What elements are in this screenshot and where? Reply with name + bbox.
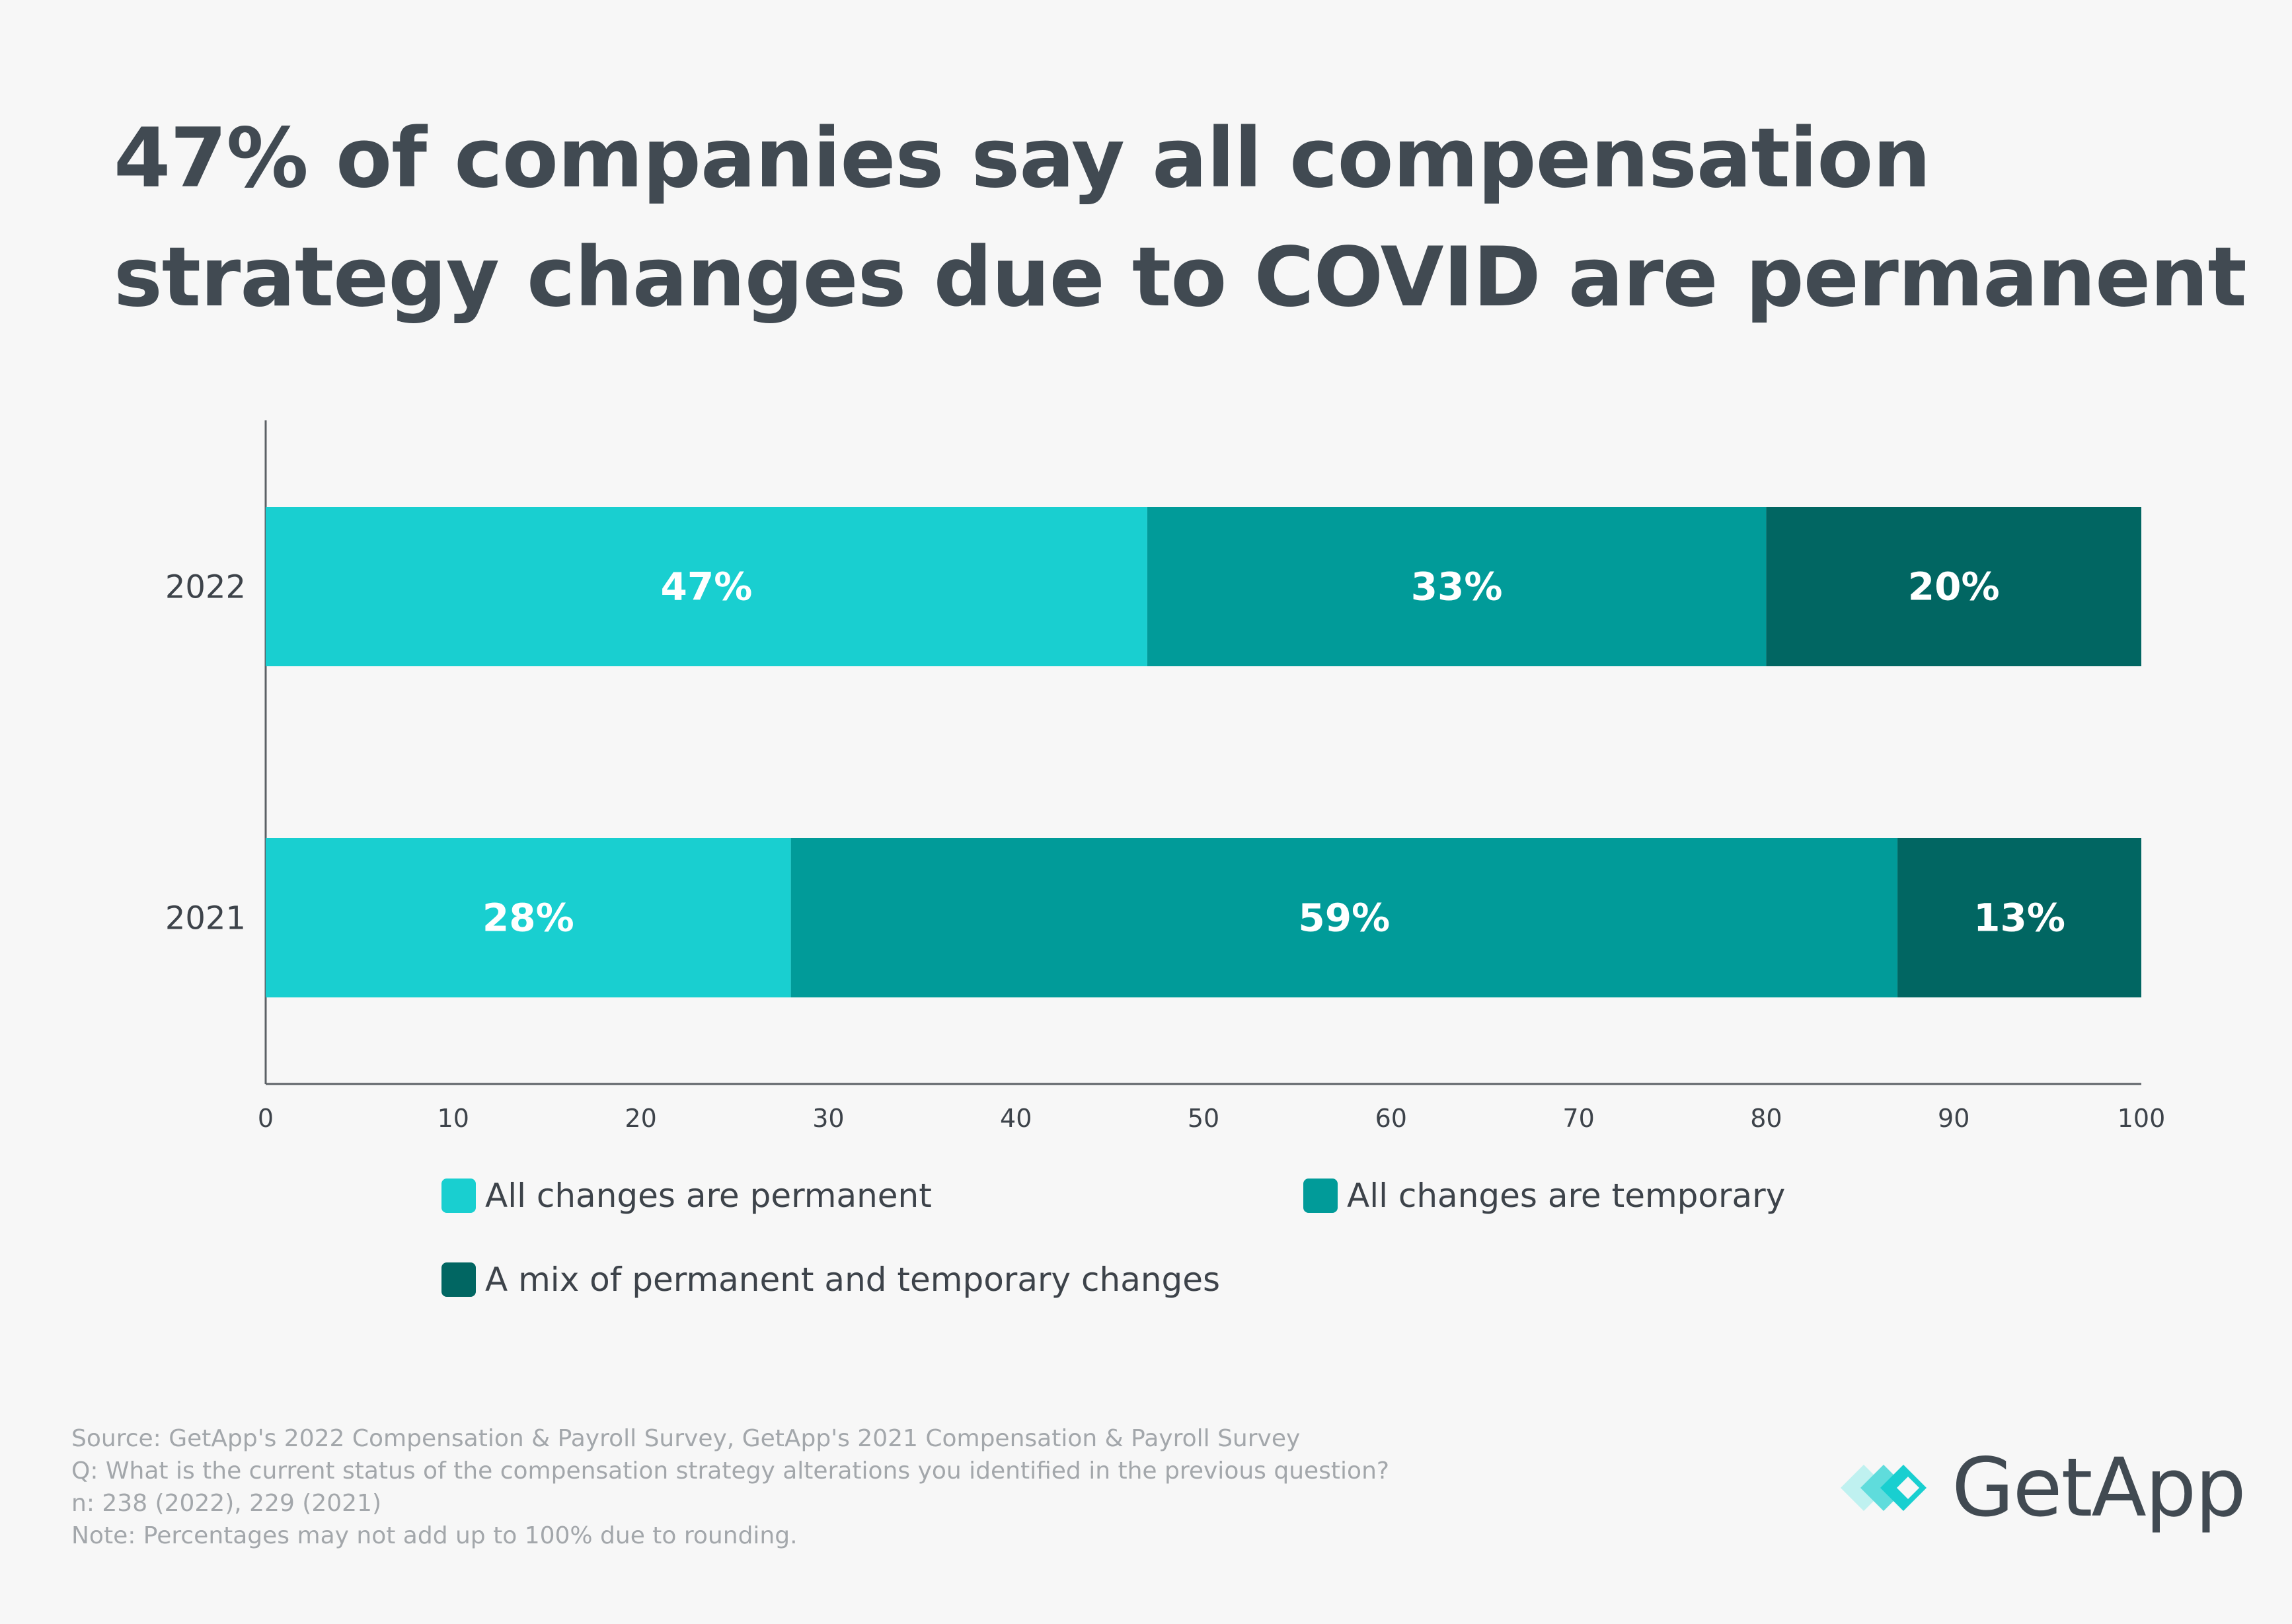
chart-title: 47% of companies say all compensation st…: [114, 99, 2247, 337]
legend-label-mix: A mix of permanent and temporary changes: [485, 1260, 1221, 1299]
title-line-1: 47% of companies say all compensation: [114, 111, 1931, 206]
footnote-question: Q: What is the current status of the com…: [71, 1457, 1389, 1485]
x-tick-label: 30: [812, 1104, 844, 1133]
bar-segment: [1897, 838, 2141, 997]
bar-data-label: 13%: [1973, 896, 2065, 941]
footnote-source: Source: GetApp's 2022 Compensation & Pay…: [71, 1425, 1301, 1452]
getapp-logo: GetApp: [1834, 1441, 2246, 1535]
stacked-bar-chart: 0 10 20 30 40 50 60 70 80 90 100 2022 47% 33% 20% 2021 2…: [165, 420, 2166, 1133]
bar-data-label: 20%: [1908, 564, 2000, 609]
legend-label-temporary: All changes are temporary: [1347, 1177, 1786, 1215]
bar-segment: [790, 838, 1898, 997]
bar-segment: [266, 507, 1147, 666]
y-category-label: 2022: [165, 569, 246, 606]
x-tick-label: 60: [1375, 1104, 1407, 1133]
legend-label-permanent: All changes are permanent: [485, 1177, 932, 1215]
getapp-logo-text: GetApp: [1952, 1441, 2246, 1535]
footnote-sample-size: n: 238 (2022), 229 (2021): [71, 1490, 382, 1517]
x-tick-label: 40: [1000, 1104, 1032, 1133]
x-tick-label: 20: [625, 1104, 656, 1133]
legend-item-temporary: All changes are temporary: [1303, 1177, 1785, 1215]
bar-data-label: 59%: [1298, 896, 1390, 941]
bar-segment: [1147, 507, 1767, 666]
x-tick-label: 90: [1938, 1104, 1969, 1133]
x-tick-label: 0: [258, 1104, 274, 1133]
y-category-label: 2021: [165, 900, 246, 937]
bar-data-label: 33%: [1411, 564, 1503, 609]
x-tick-label: 10: [438, 1104, 469, 1133]
legend-swatch-temporary: [1303, 1179, 1338, 1213]
legend-item-permanent: All changes are permanent: [441, 1177, 932, 1215]
bar-data-label: 47%: [661, 564, 753, 609]
footnote-note: Note: Percentages may not add up to 100%…: [71, 1522, 798, 1549]
x-tick-label: 70: [1562, 1104, 1594, 1133]
x-tick-label: 50: [1188, 1104, 1219, 1133]
title-line-2: strategy changes due to COVID are perman…: [114, 230, 2247, 325]
legend-swatch-permanent: [441, 1179, 476, 1213]
getapp-chevrons-icon: [1841, 1465, 1927, 1511]
bar-segment: [1766, 507, 2141, 666]
footnotes: Source: GetApp's 2022 Compensation & Pay…: [71, 1422, 1389, 1552]
bar-data-label: 28%: [482, 896, 574, 941]
legend-item-mix: A mix of permanent and temporary changes: [441, 1260, 1220, 1299]
legend-swatch-mix: [441, 1262, 476, 1297]
x-tick-label: 80: [1750, 1104, 1782, 1133]
x-tick-label: 100: [2118, 1104, 2166, 1133]
bar-segment: [266, 838, 791, 997]
